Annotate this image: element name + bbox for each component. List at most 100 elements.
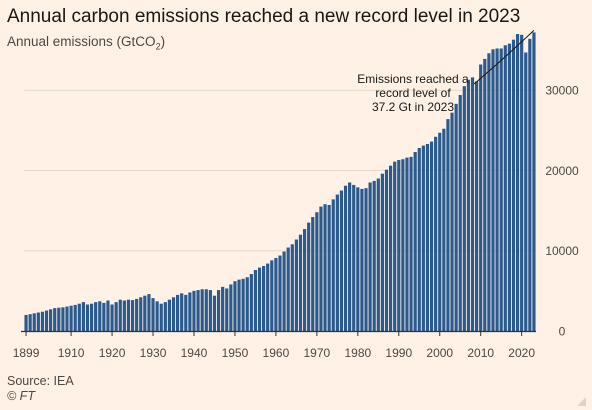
x-tick-label: 1960 (263, 346, 290, 360)
chart-title: Annual carbon emissions reached a new re… (7, 6, 521, 27)
bar (110, 304, 114, 331)
bar (229, 284, 233, 331)
bar (147, 294, 151, 331)
bar (421, 145, 425, 331)
bar (348, 182, 352, 331)
bar (450, 112, 454, 332)
bar (122, 300, 126, 331)
bar (364, 188, 368, 331)
bar (327, 204, 331, 331)
bar (274, 257, 278, 331)
bar (28, 314, 32, 331)
subtitle-close: ) (160, 34, 166, 49)
bar (307, 222, 311, 331)
bar (311, 217, 315, 331)
bar (184, 294, 188, 331)
x-tick-label: 1899 (13, 346, 40, 360)
bar (114, 302, 118, 331)
bar (81, 302, 85, 331)
x-tick-label: 1940 (181, 346, 208, 360)
bar (425, 143, 430, 331)
annotation-text: Emissions reached a (357, 72, 469, 86)
bar (159, 303, 163, 331)
bar (233, 281, 237, 331)
bar (495, 48, 499, 331)
bar (511, 39, 516, 331)
bar (397, 160, 401, 331)
bar (85, 304, 90, 331)
y-tick-label: 0 (559, 325, 566, 339)
bar (143, 295, 147, 331)
bar (413, 152, 417, 331)
bar (188, 292, 192, 331)
bar (237, 279, 241, 331)
bar (106, 300, 110, 331)
bar (130, 300, 135, 331)
bar (135, 298, 139, 331)
bar (257, 267, 262, 331)
bar (139, 297, 143, 331)
bar (180, 293, 184, 331)
bar (221, 286, 225, 331)
bar (503, 45, 507, 332)
bar (57, 307, 61, 331)
bar (315, 212, 319, 331)
bar (216, 290, 221, 331)
bar (454, 103, 458, 332)
bar (339, 190, 344, 331)
bar (73, 304, 77, 331)
bar (487, 53, 491, 331)
bar (368, 182, 372, 331)
bar (24, 314, 28, 331)
bar (470, 77, 475, 331)
bar (118, 299, 122, 331)
x-tick-label: 1950 (222, 346, 249, 360)
bar (225, 288, 229, 331)
bar (442, 128, 446, 331)
bar (171, 297, 176, 331)
bar (302, 229, 307, 331)
x-tick-label: 2000 (426, 346, 453, 360)
y-tick-label: 20000 (545, 164, 579, 178)
bar (298, 234, 303, 331)
x-tick-label: 1990 (385, 346, 412, 360)
bar (102, 302, 106, 331)
x-tick-label: 1920 (99, 346, 126, 360)
bar (40, 311, 45, 331)
x-tick-label: 1910 (58, 346, 85, 360)
bar (151, 298, 155, 331)
bar (475, 81, 479, 331)
bar (499, 48, 503, 331)
bar (69, 305, 73, 331)
bar (294, 239, 298, 331)
bar (483, 58, 487, 331)
bar (32, 313, 36, 331)
bar (77, 303, 81, 331)
chart-subtitle: Annual emissions (GtCO2) (7, 34, 165, 52)
bar (388, 165, 393, 331)
bar (429, 141, 434, 331)
bar (208, 290, 212, 331)
bar (270, 260, 274, 331)
bar (528, 38, 532, 332)
bar (286, 247, 290, 331)
subtitle-subscript: 2 (155, 41, 161, 52)
y-tick-label: 10000 (545, 244, 579, 258)
bar (458, 95, 462, 332)
bar (417, 148, 421, 331)
bar (384, 169, 389, 331)
bar (360, 188, 364, 331)
bar (343, 185, 348, 331)
bar (163, 302, 167, 331)
bar (520, 34, 524, 331)
bar (212, 295, 217, 331)
bar (176, 294, 180, 331)
annotation-text: 37.2 Gt in 2023 (372, 100, 454, 114)
bar (393, 161, 397, 331)
bar (253, 270, 258, 331)
bar (200, 289, 204, 331)
bar (515, 34, 520, 332)
annotation-text: record level of (375, 86, 451, 100)
bar (167, 299, 172, 331)
bar (532, 32, 536, 331)
